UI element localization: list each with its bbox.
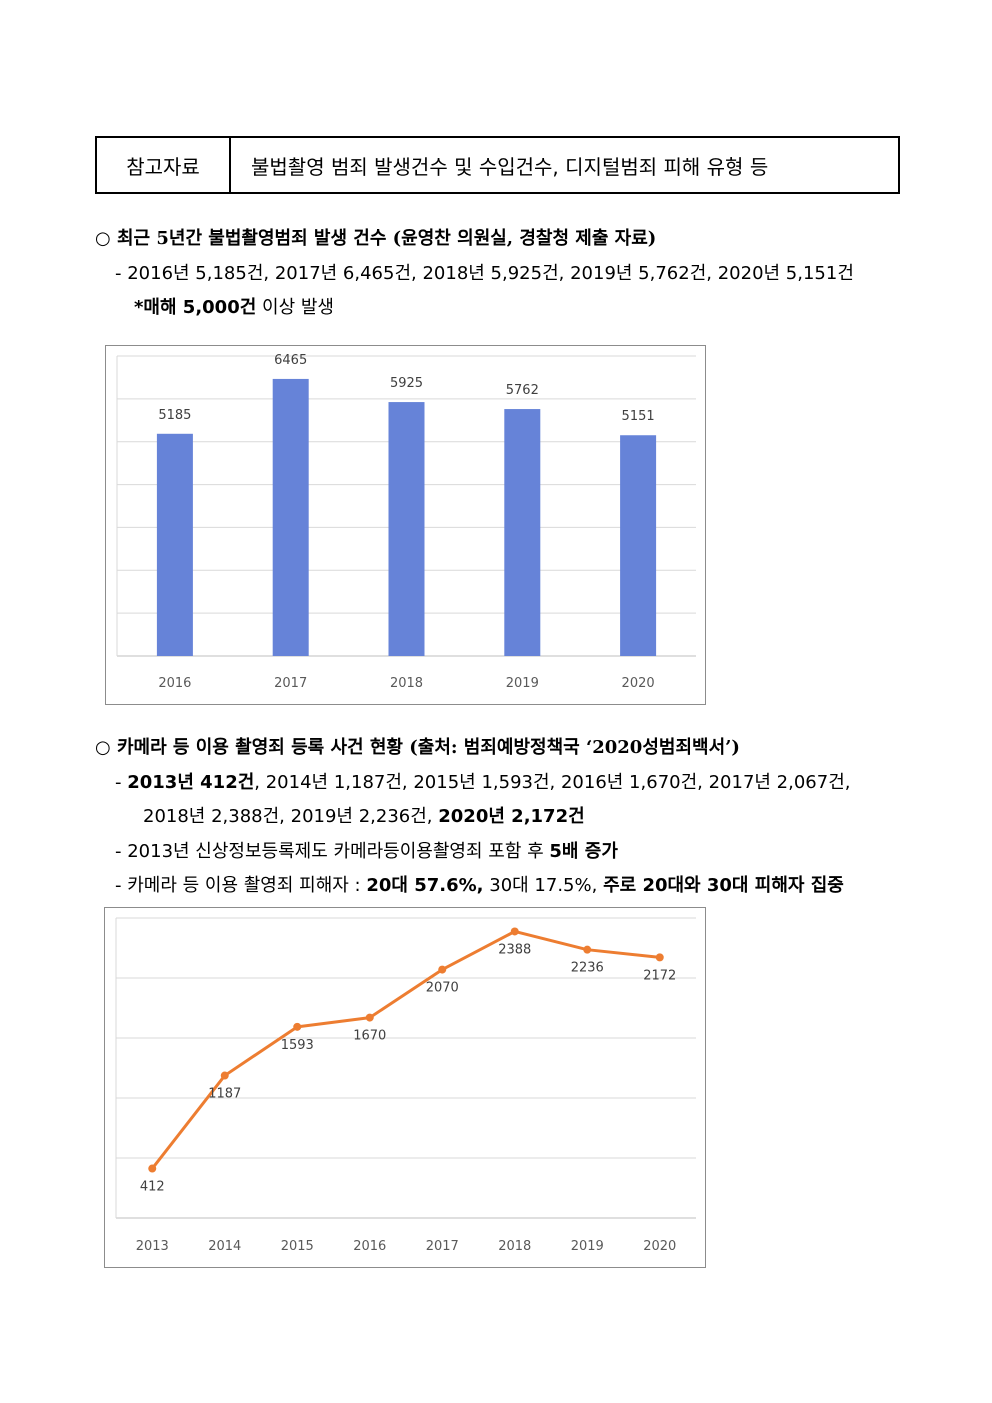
section2-line4-c: 30대 17.5%, xyxy=(483,875,604,896)
data-label: 5151 xyxy=(622,409,655,424)
section2-line1-dash: - xyxy=(115,772,128,793)
point-2018 xyxy=(510,927,519,936)
data-label: 1593 xyxy=(281,1038,314,1053)
section2-line2-bold: 2020년 2,172건 xyxy=(438,806,585,827)
x-tick-label: 2016 xyxy=(158,676,191,691)
data-label: 2070 xyxy=(426,981,459,996)
point-2015 xyxy=(293,1022,302,1031)
section1-line2-rest: 이상 발생 xyxy=(256,297,334,318)
bar-chart: 5185 2016 6465 2017 5925 2018 5762 2019 5151 2020 xyxy=(116,353,696,691)
section2-line4-d: 주로 20대와 30대 피해자 집중 xyxy=(603,875,844,896)
x-tick-label: 2019 xyxy=(571,1239,604,1254)
section2-line1-bold: 2013년 412건 xyxy=(127,772,255,793)
section1-line2-bold: *매해 5,000건 xyxy=(134,297,257,318)
x-tick-label: 2016 xyxy=(353,1239,386,1254)
point-2017 xyxy=(438,965,447,974)
reference-header: 참고자료 불법촬영 범죄 발생건수 및 수입건수, 디지털범죄 피해 유형 등 xyxy=(95,136,900,194)
data-label: 1187 xyxy=(208,1087,241,1102)
x-tick-label: 2018 xyxy=(498,1239,531,1254)
data-label: 5762 xyxy=(506,383,539,398)
bar-2016 xyxy=(156,433,193,656)
x-tick-label: 2020 xyxy=(622,676,655,691)
section2-line3-rest: - 2013년 신상정보등록제도 카메라등이용촬영죄 포함 후 xyxy=(115,841,550,862)
line-chart-frame: 412 2013 1187 2014 1593 2015 1670 2016 2070 2017 2… xyxy=(104,907,706,1268)
x-tick-label: 2019 xyxy=(506,676,539,691)
section1-heading: ○ 최근 5년간 불법촬영범죄 발생 건수 (윤영찬 의원실, 경찰청 제출 자… xyxy=(95,228,657,249)
x-tick-label: 2017 xyxy=(274,676,307,691)
data-label: 2388 xyxy=(498,942,531,957)
data-label: 2236 xyxy=(571,961,604,976)
section2-line3-bold: 5배 증가 xyxy=(549,841,618,862)
x-tick-label: 2014 xyxy=(208,1239,241,1254)
section2-line2-rest: 2018년 2,388건, 2019년 2,236건, xyxy=(143,806,439,827)
x-tick-label: 2013 xyxy=(136,1239,169,1254)
reference-label: 참고자료 xyxy=(97,138,231,192)
section2-line4: - 카메라 등 이용 촬영죄 피해자 : 20대 57.6%, 30대 17.5… xyxy=(115,871,844,897)
point-2013 xyxy=(148,1164,157,1173)
bar-chart-frame: 5185 2016 6465 2017 5925 2018 5762 2019 5151 2020 xyxy=(105,345,706,705)
line-chart: 412 2013 1187 2014 1593 2015 1670 2016 2070 2017 2… xyxy=(115,917,696,1254)
x-tick-label: 2015 xyxy=(281,1239,314,1254)
bar-2018 xyxy=(388,402,425,656)
section2-line4-a: - 카메라 등 이용 촬영죄 피해자 : xyxy=(115,875,367,896)
section2-line4-b: 20대 57.6%, xyxy=(366,875,484,896)
data-label: 5925 xyxy=(390,376,423,391)
x-tick-label: 2017 xyxy=(426,1239,459,1254)
section2-line3: - 2013년 신상정보등록제도 카메라등이용촬영죄 포함 후 5배 증가 xyxy=(115,837,618,863)
series-line xyxy=(151,929,660,1170)
section1-line2: *매해 5,000건 이상 발생 xyxy=(134,293,334,319)
x-tick-label: 2020 xyxy=(643,1239,676,1254)
x-tick-label: 2018 xyxy=(390,676,423,691)
bar-2019 xyxy=(504,409,541,656)
section2-line2: 2018년 2,388건, 2019년 2,236건, 2020년 2,172건 xyxy=(143,802,585,828)
bar-2020 xyxy=(620,435,657,656)
data-label: 1670 xyxy=(353,1029,386,1044)
point-2016 xyxy=(365,1013,374,1022)
section2-heading: ○ 카메라 등 이용 촬영죄 등록 사건 현황 (출처: 범죄예방정책국 ‘20… xyxy=(95,737,740,758)
point-2019 xyxy=(583,945,592,954)
reference-title: 불법촬영 범죄 발생건수 및 수입건수, 디지털범죄 피해 유형 등 xyxy=(251,154,769,179)
data-label: 2172 xyxy=(643,968,676,983)
section2-line1-rest: , 2014년 1,187건, 2015년 1,593건, 2016년 1,67… xyxy=(254,772,851,793)
point-2020 xyxy=(655,953,664,962)
section1-line1: - 2016년 5,185건, 2017년 6,465건, 2018년 5,92… xyxy=(115,263,854,284)
data-label: 412 xyxy=(140,1180,165,1195)
data-label: 6465 xyxy=(274,353,307,368)
bar-2017 xyxy=(272,378,309,656)
data-label: 5185 xyxy=(158,408,191,423)
section2-line1: - 2013년 412건, 2014년 1,187건, 2015년 1,593건… xyxy=(115,768,851,794)
point-2014 xyxy=(220,1071,229,1080)
